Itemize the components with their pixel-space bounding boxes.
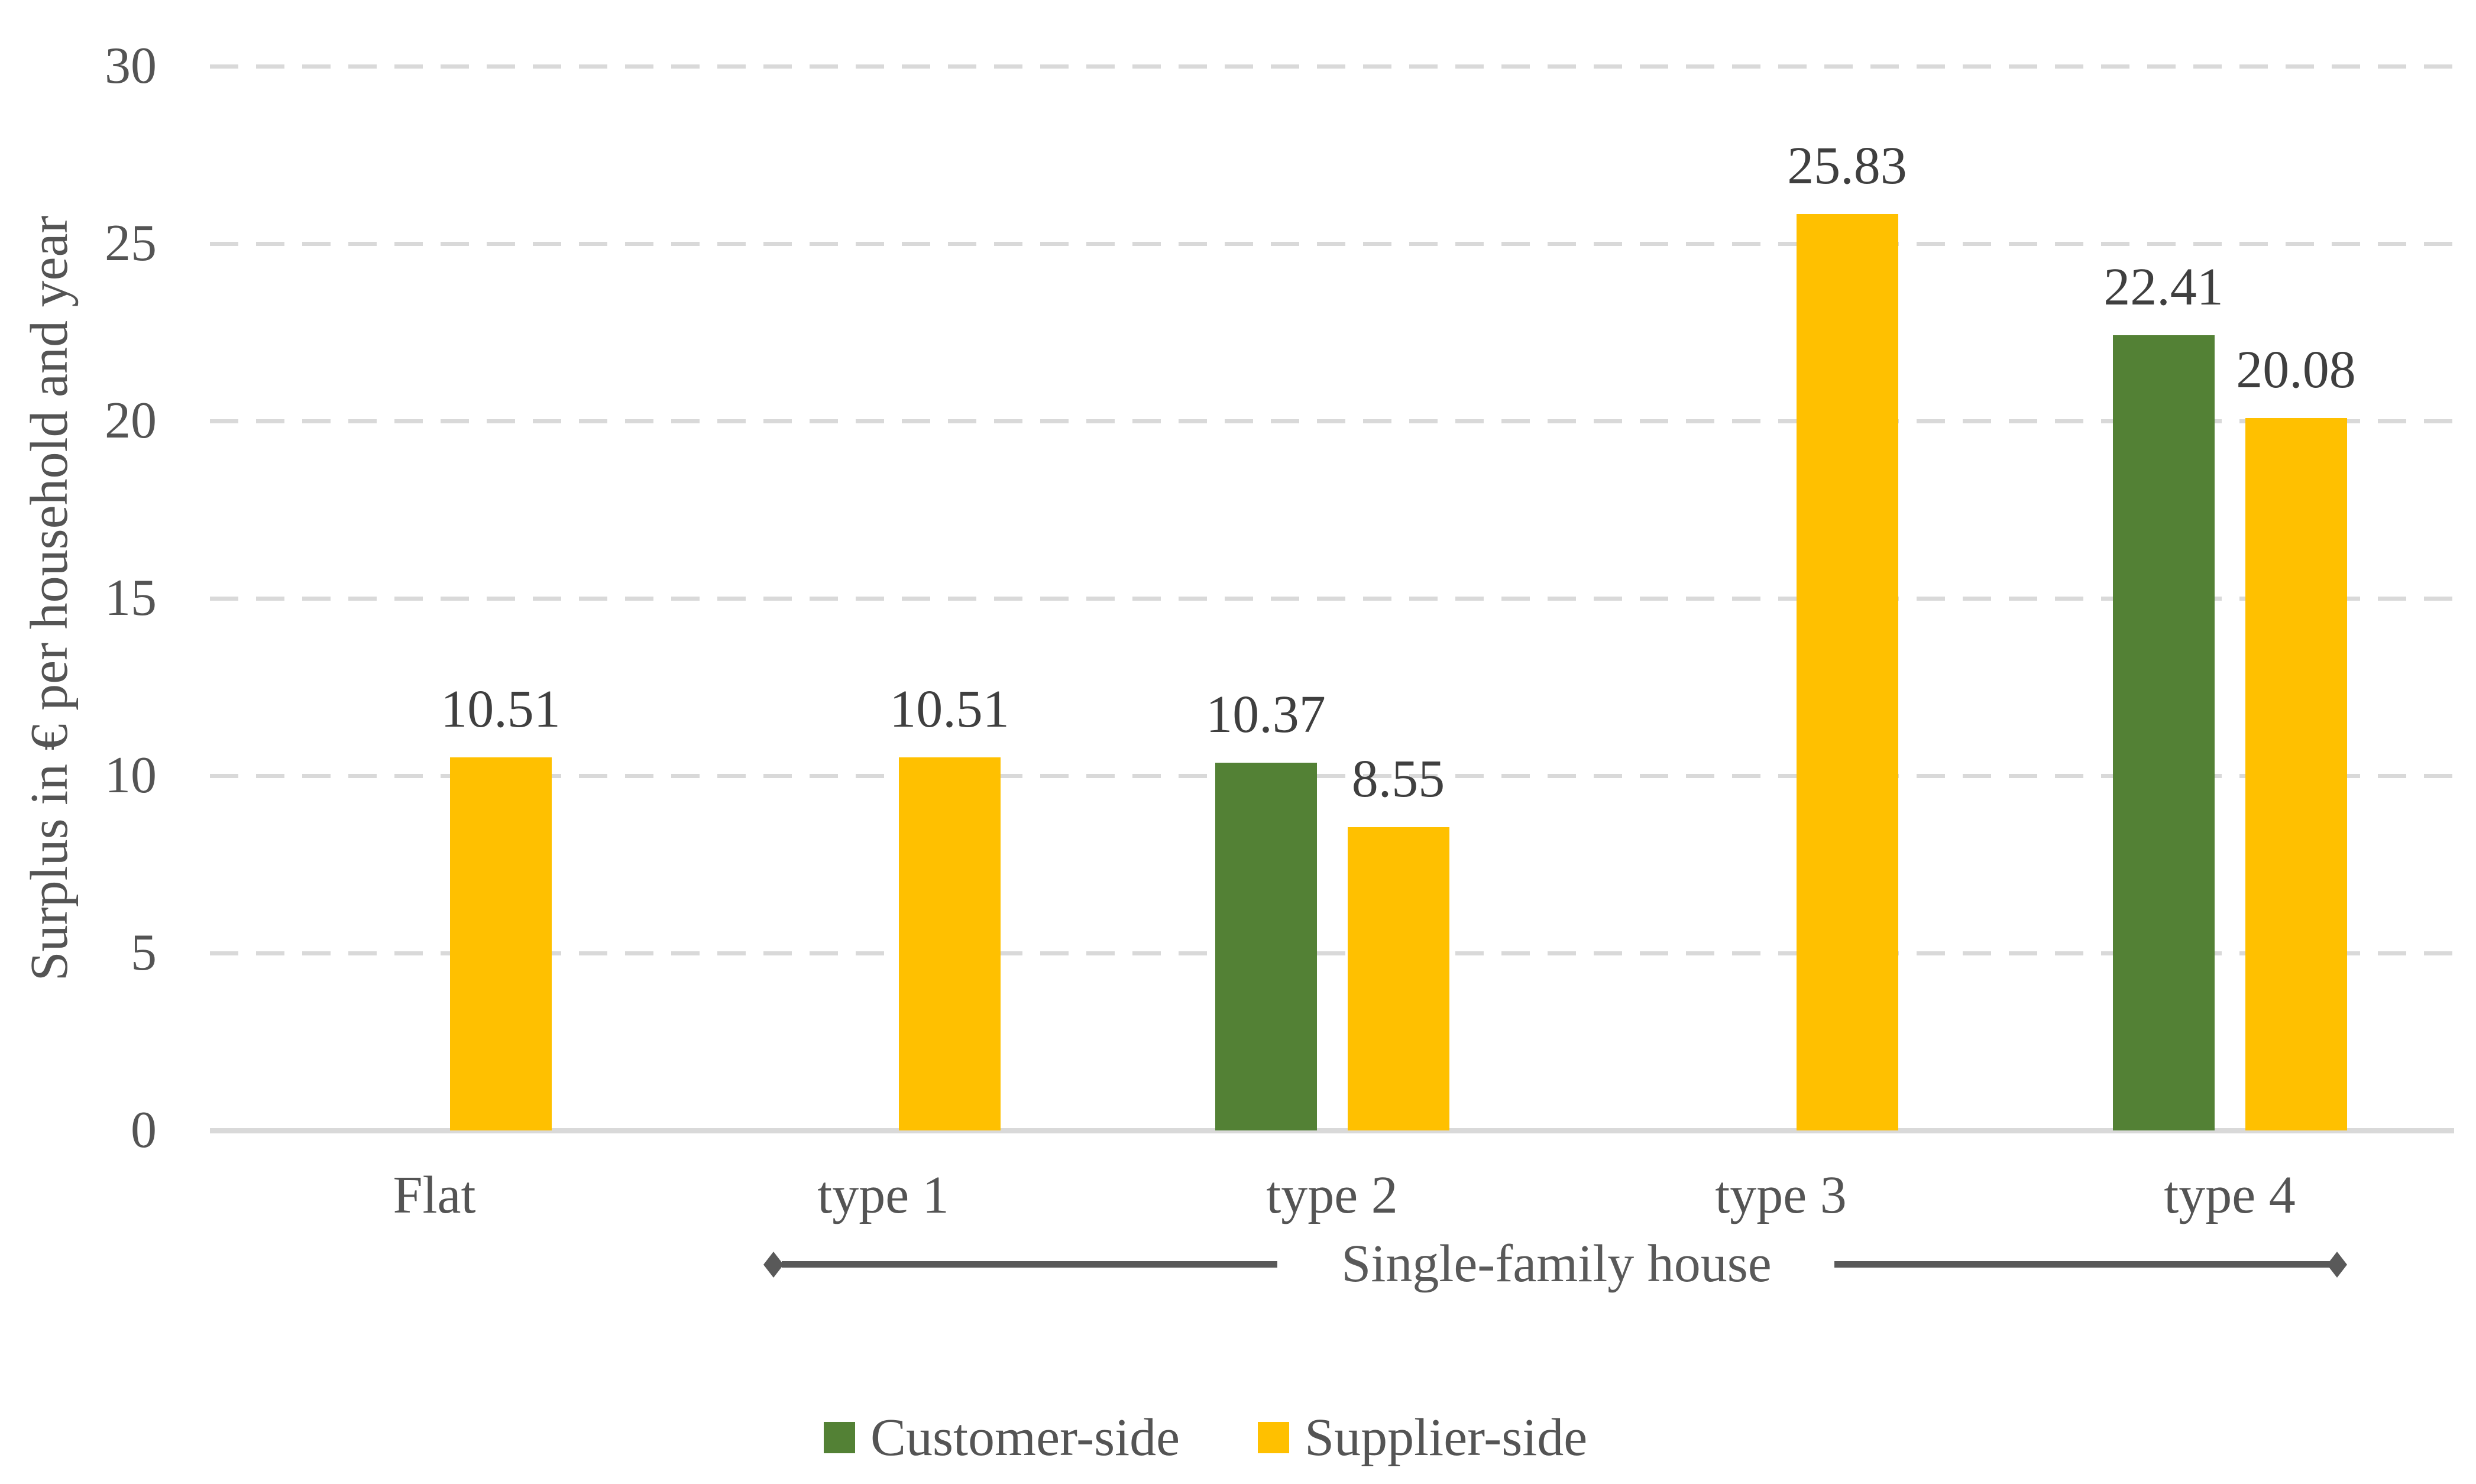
arrow-diamond-left-icon <box>763 1252 784 1278</box>
bar-supplier-side-type-2 <box>1347 827 1449 1130</box>
legend-label-supplier-side: Supplier-side <box>1305 1408 1588 1467</box>
gridline-15 <box>210 596 2454 601</box>
category-label-type-3: type 3 <box>1715 1166 1847 1224</box>
x-axis-line <box>210 1128 2454 1133</box>
annotation-arrow-left-line <box>782 1261 1277 1268</box>
gridline-20 <box>210 419 2454 423</box>
y-tick-label-30: 30 <box>105 37 157 95</box>
data-label-supplier-side-type-4: 20.08 <box>2236 341 2356 400</box>
bar-supplier-side-type-3 <box>1796 214 1898 1130</box>
arrow-diamond-right-icon <box>2327 1252 2347 1278</box>
gridline-25 <box>210 241 2454 246</box>
data-label-supplier-side-flat: 10.51 <box>441 680 561 739</box>
annotation-arrow-right-line <box>1834 1261 2330 1268</box>
data-label-supplier-side-type-1: 10.51 <box>889 680 1009 739</box>
bar-customer-side-type-4 <box>2112 335 2215 1130</box>
data-label-supplier-side-type-3: 25.83 <box>1787 137 1907 196</box>
bar-supplier-side-type-1 <box>898 757 1001 1130</box>
y-tick-label-5: 5 <box>131 924 157 981</box>
plot-area: 10.37 22.41 10.51 10.51 8.55 25.83 20.08 <box>210 64 2454 1133</box>
data-label-customer-side-type-2: 10.37 <box>1206 685 1326 744</box>
bar-customer-side-type-2 <box>1215 762 1317 1130</box>
bar-supplier-side-type-4 <box>2245 418 2347 1130</box>
y-tick-label-25: 25 <box>105 215 157 272</box>
customer-side-swatch-icon <box>824 1421 855 1453</box>
single-family-house-label: Single-family house <box>1341 1234 1772 1293</box>
legend-item-supplier-side: Supplier-side <box>1258 1408 1587 1467</box>
y-tick-label-15: 15 <box>105 569 157 627</box>
y-tick-label-10: 10 <box>105 747 157 804</box>
supplier-side-swatch-icon <box>1258 1421 1290 1453</box>
gridline-10 <box>210 773 2454 778</box>
legend-item-customer-side: Customer-side <box>824 1408 1180 1467</box>
gridline-30 <box>210 64 2454 69</box>
gridline-5 <box>210 951 2454 955</box>
data-label-supplier-side-type-2: 8.55 <box>1351 750 1445 808</box>
bar-supplier-side-flat <box>449 757 552 1130</box>
y-tick-label-20: 20 <box>105 392 157 449</box>
category-label-type-4: type 4 <box>2164 1166 2296 1224</box>
legend: Customer-side Supplier-side <box>824 1406 1587 1469</box>
category-label-type-2: type 2 <box>1266 1166 1398 1224</box>
y-tick-label-0: 0 <box>131 1101 157 1159</box>
category-label-type-1: type 1 <box>817 1166 949 1224</box>
data-label-customer-side-type-4: 22.41 <box>2103 258 2223 317</box>
legend-label-customer-side: Customer-side <box>870 1408 1180 1467</box>
category-label-flat: Flat <box>393 1166 476 1224</box>
